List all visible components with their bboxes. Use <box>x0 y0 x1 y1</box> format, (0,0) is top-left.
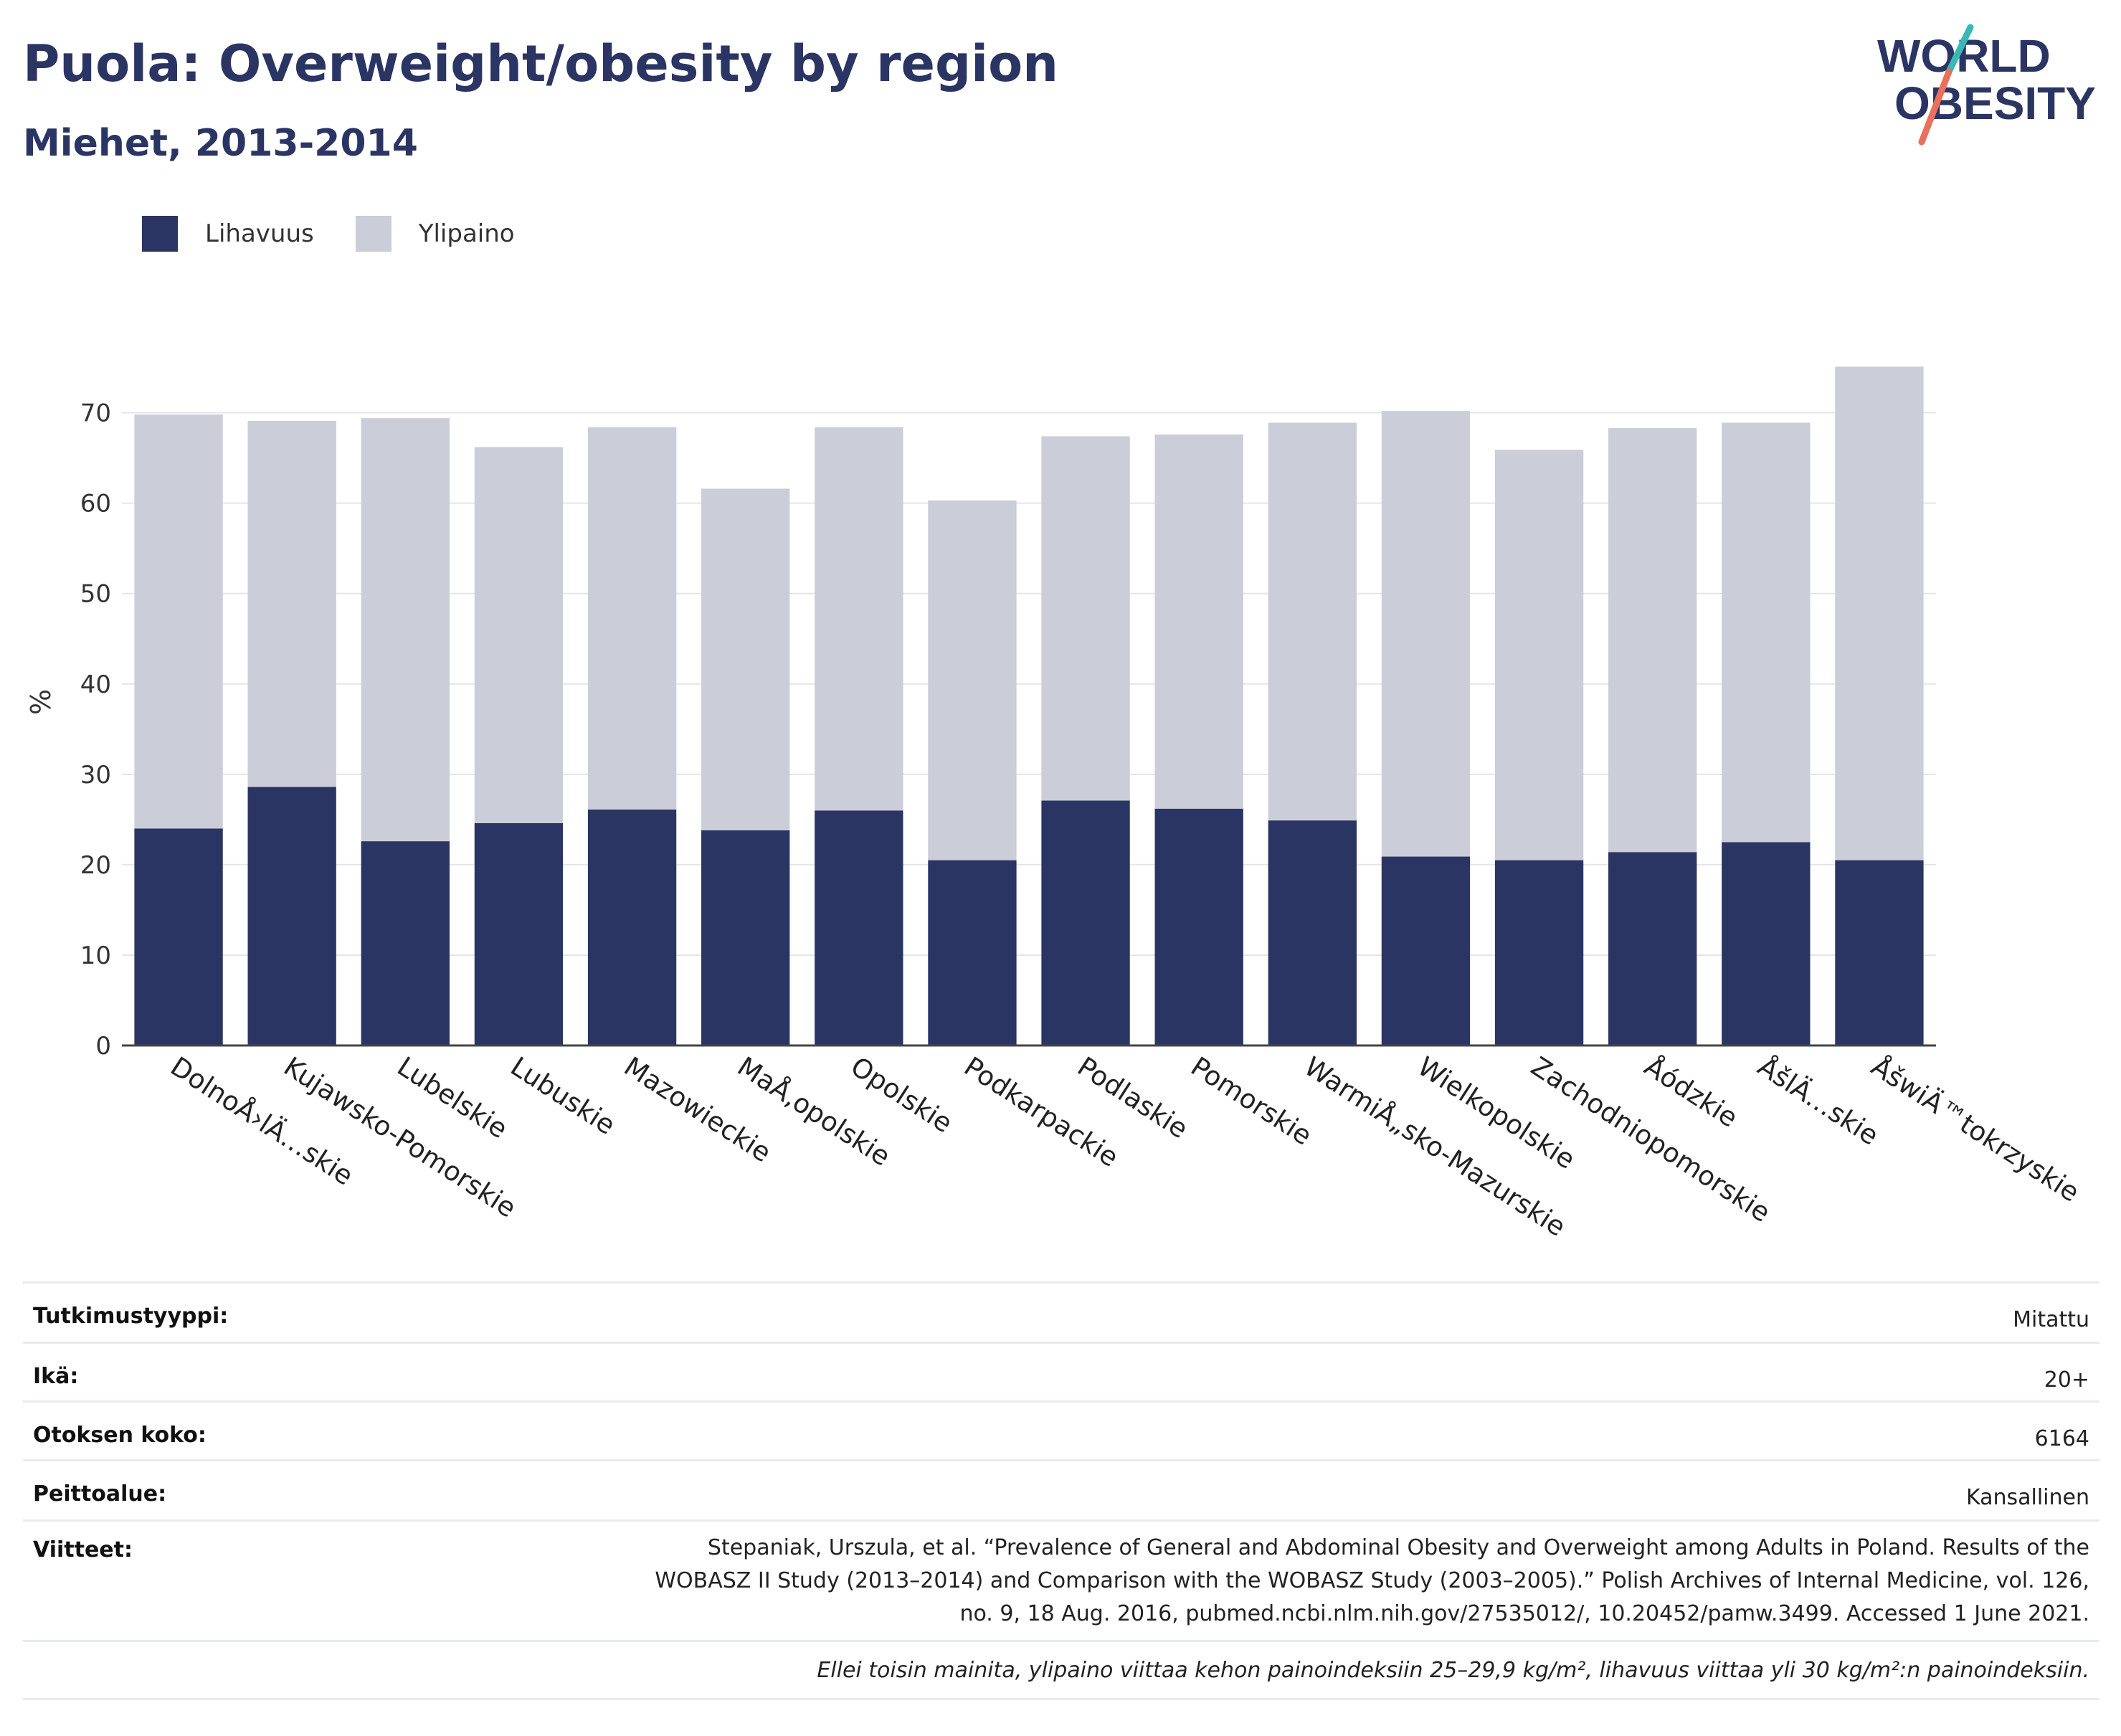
bar-overweight <box>701 489 789 830</box>
bar-obesity <box>588 810 676 1045</box>
bar-overweight <box>1268 422 1357 820</box>
y-tick-label: 50 <box>80 580 111 609</box>
bar-obesity <box>134 828 222 1045</box>
bar-obesity <box>1722 842 1810 1045</box>
x-tick-label: DolnoÅ›lÄ…skie <box>165 1050 359 1192</box>
x-tick-label: Åódzkie <box>1639 1050 1744 1134</box>
y-axis-label: % <box>25 689 57 715</box>
info-value: 20+ <box>2044 1364 2089 1397</box>
info-row-study-type: Tutkimustyyppi: Mitattu <box>23 1281 2099 1342</box>
bar-overweight <box>1041 436 1129 800</box>
bar-obesity <box>248 787 336 1045</box>
bar-obesity <box>928 860 1016 1045</box>
info-label: Otoksen koko: <box>33 1423 207 1448</box>
bar-obesity <box>1155 809 1243 1045</box>
bar-obesity <box>1835 860 1923 1045</box>
bar-obesity <box>475 823 563 1045</box>
bar-overweight <box>815 427 903 810</box>
x-tick-label: ÅšlÄ…skie <box>1752 1050 1884 1152</box>
x-tick-label: Lubuskie <box>506 1050 621 1140</box>
info-value: 6164 <box>2035 1423 2089 1456</box>
bar-overweight <box>134 414 222 828</box>
reference-line: Stepaniak, Urszula, et al. “Prevalence o… <box>404 1532 2089 1565</box>
info-value: Mitattu <box>2013 1304 2089 1337</box>
reference-text: Stepaniak, Urszula, et al. “Prevalence o… <box>404 1532 2089 1631</box>
bar-overweight <box>1155 435 1243 809</box>
definition-note-row: Ellei toisin mainita, ylipaino viittaa k… <box>23 1640 2099 1700</box>
bar-overweight <box>1835 366 1923 860</box>
bar-overweight <box>248 421 336 787</box>
definition-note: Ellei toisin mainita, ylipaino viittaa k… <box>817 1658 2089 1683</box>
info-label: Peittoalue: <box>33 1481 166 1507</box>
x-tick-label: ÅšwiÄ™tokrzyskie <box>1866 1050 2085 1208</box>
info-row-sample-size: Otoksen koko: 6164 <box>23 1400 2099 1459</box>
bar-obesity <box>1608 852 1697 1045</box>
bar-overweight <box>928 501 1016 860</box>
bar-obesity <box>361 841 450 1045</box>
info-row-coverage: Peittoalue: Kansallinen <box>23 1459 2099 1519</box>
y-tick-label: 30 <box>80 761 111 789</box>
info-label: Ikä: <box>33 1364 78 1389</box>
info-value: Kansallinen <box>1966 1481 2089 1514</box>
reference-line: WOBASZ II Study (2013–2014) and Comparis… <box>404 1565 2089 1598</box>
bar-obesity <box>1268 820 1357 1045</box>
stacked-bar-chart: 010203040506070%DolnoÅ›lÄ…skieKujawsko-P… <box>0 0 2121 1262</box>
y-tick-label: 60 <box>80 490 111 518</box>
info-label: Tutkimustyyppi: <box>33 1304 228 1329</box>
bar-obesity <box>1495 860 1583 1045</box>
bar-obesity <box>701 830 789 1045</box>
bar-obesity <box>1041 800 1129 1045</box>
x-tick-label: Pomorskie <box>1185 1050 1317 1151</box>
bar-overweight <box>1495 450 1583 860</box>
y-tick-label: 40 <box>80 670 111 699</box>
bar-obesity <box>815 810 903 1045</box>
bar-overweight <box>1608 428 1697 852</box>
reference-line: no. 9, 18 Aug. 2016, pubmed.ncbi.nlm.nih… <box>404 1598 2089 1631</box>
y-tick-label: 20 <box>80 851 111 880</box>
y-tick-label: 10 <box>80 941 111 970</box>
info-row-references: Viitteet: Stepaniak, Urszula, et al. “Pr… <box>23 1519 2099 1640</box>
bar-overweight <box>588 427 676 810</box>
bar-obesity <box>1382 857 1470 1045</box>
info-row-age: Ikä: 20+ <box>23 1342 2099 1400</box>
bar-overweight <box>475 447 563 823</box>
y-tick-label: 70 <box>80 399 111 428</box>
bar-overweight <box>1382 411 1470 856</box>
bar-overweight <box>361 418 450 841</box>
bar-overweight <box>1722 422 1810 842</box>
info-table: Tutkimustyyppi: Mitattu Ikä: 20+ Otoksen… <box>23 1281 2099 1700</box>
y-tick-label: 0 <box>95 1032 111 1061</box>
info-label: Viitteet: <box>33 1532 133 1562</box>
